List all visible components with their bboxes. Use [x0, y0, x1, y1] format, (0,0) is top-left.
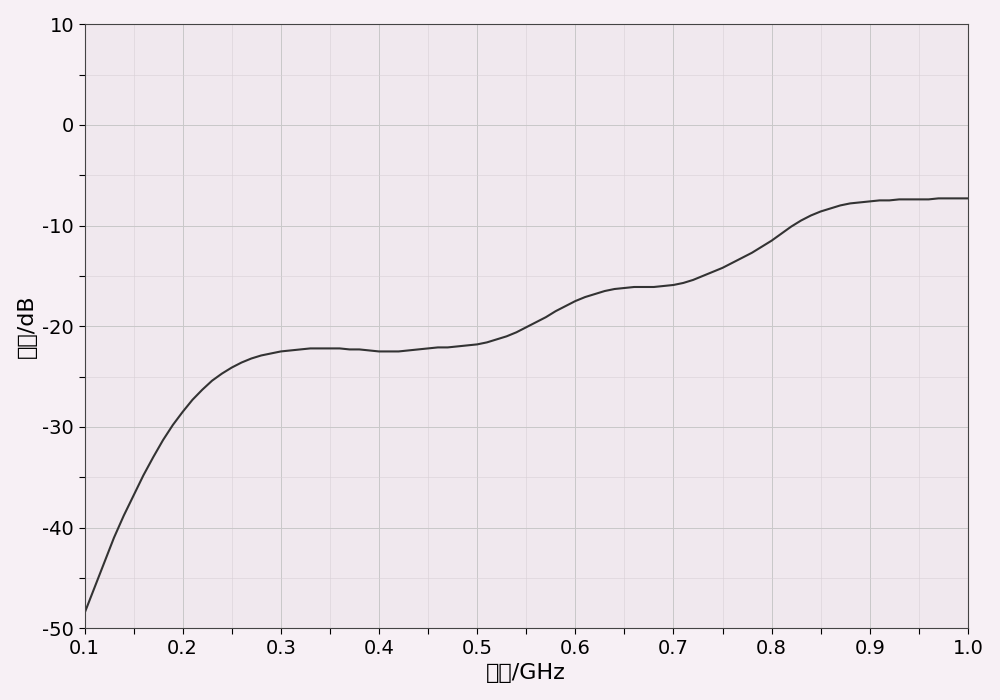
X-axis label: 频率/GHz: 频率/GHz [486, 664, 566, 683]
Y-axis label: 增益/dB: 增益/dB [17, 295, 37, 358]
